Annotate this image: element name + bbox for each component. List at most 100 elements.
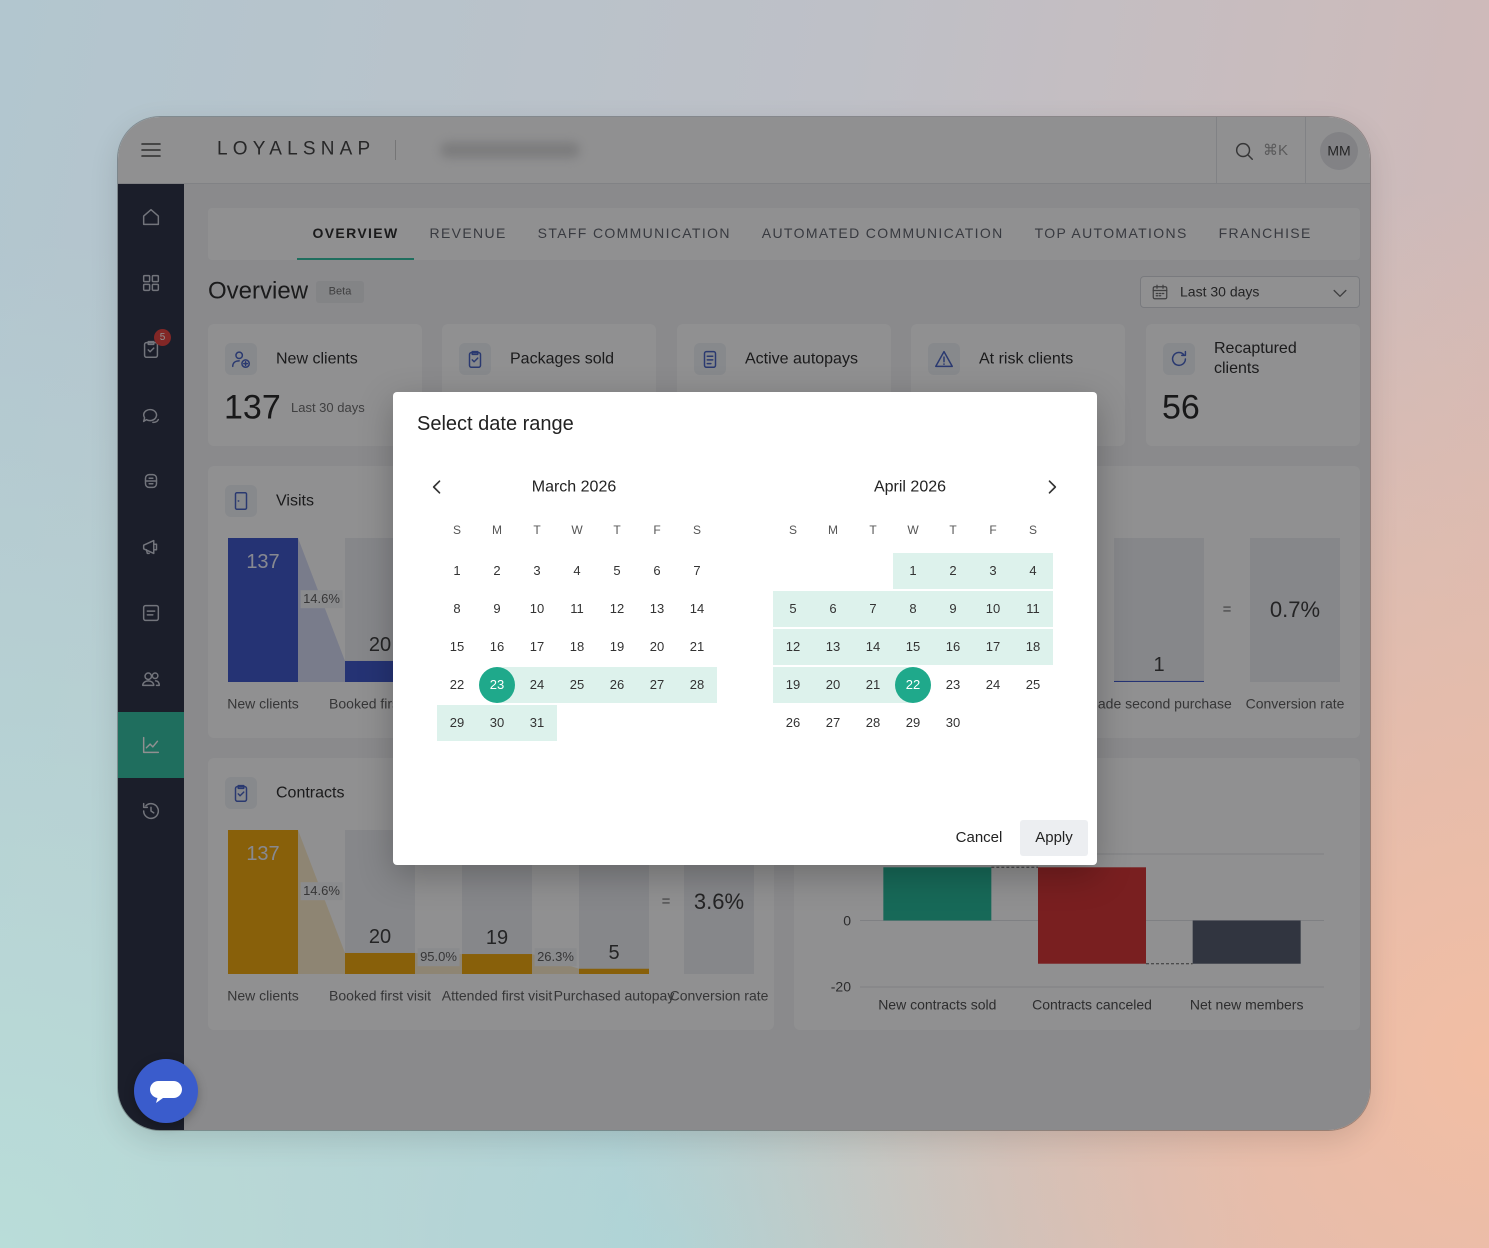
nav-reports[interactable] — [140, 734, 162, 756]
day[interactable]: 8 — [909, 601, 917, 617]
day[interactable]: 7 — [869, 601, 877, 617]
previous-month[interactable] — [427, 477, 447, 497]
day[interactable]: 11 — [1026, 601, 1040, 617]
day[interactable]: 20 — [649, 639, 665, 655]
day[interactable]: 27 — [649, 677, 665, 693]
day[interactable]: 30 — [945, 715, 961, 731]
tab[interactable]: REVENUE — [429, 225, 507, 241]
nav-notes[interactable] — [140, 602, 162, 624]
day[interactable]: 13 — [649, 601, 665, 617]
funnel-bar — [228, 538, 298, 682]
kpi-icon — [1171, 350, 1187, 367]
avatar[interactable]: MM — [1320, 132, 1358, 170]
day[interactable]: 12 — [785, 639, 801, 655]
apply-button[interactable]: Apply — [1020, 820, 1088, 856]
day[interactable]: 18 — [569, 639, 585, 655]
range-band — [813, 591, 853, 627]
nav-dashboard[interactable] — [140, 272, 162, 294]
day[interactable]: 28 — [865, 715, 881, 731]
day[interactable]: 29 — [905, 715, 921, 731]
day[interactable]: 3 — [533, 563, 541, 579]
day[interactable]: 27 — [825, 715, 841, 731]
month-title: April 2026 — [873, 478, 947, 496]
day[interactable]: 28 — [689, 677, 705, 693]
day[interactable]: 8 — [453, 601, 461, 617]
day[interactable]: 19 — [785, 677, 801, 693]
day[interactable]: 9 — [493, 601, 501, 617]
nav-dashboard-part — [142, 283, 151, 292]
day[interactable]: 24 — [985, 677, 1001, 693]
chat-icon-part — [156, 1096, 163, 1103]
day[interactable]: 4 — [573, 563, 581, 579]
nav-home[interactable] — [140, 206, 162, 228]
kpi-label: At risk clients — [979, 350, 1074, 368]
day[interactable]: 15 — [905, 639, 921, 655]
day[interactable]: 19 — [609, 639, 625, 655]
day[interactable]: 6 — [829, 601, 837, 617]
day[interactable]: 14 — [865, 639, 881, 655]
funnel-label: New clients — [227, 987, 299, 1004]
nav-clients[interactable] — [140, 668, 162, 690]
day[interactable]: 29 — [449, 715, 465, 731]
day[interactable]: 26 — [785, 715, 801, 731]
day[interactable]: 25 — [569, 677, 585, 693]
day[interactable]: 17 — [985, 639, 1001, 655]
day[interactable]: 16 — [489, 639, 505, 655]
date-filter[interactable] — [1140, 276, 1360, 308]
day[interactable]: 9 — [949, 601, 957, 617]
day[interactable]: 26 — [609, 677, 625, 693]
day[interactable]: 10 — [529, 601, 545, 617]
nav-history[interactable] — [140, 800, 162, 822]
day[interactable]: 22 — [905, 677, 921, 693]
day[interactable]: 21 — [689, 639, 705, 655]
search-button[interactable] — [1233, 140, 1255, 162]
day[interactable]: 2 — [949, 563, 957, 579]
day[interactable]: 14 — [689, 601, 705, 617]
day[interactable]: 5 — [613, 563, 621, 579]
day[interactable]: 11 — [570, 601, 584, 617]
nav-campaigns[interactable] — [140, 536, 162, 558]
day[interactable]: 21 — [865, 677, 881, 693]
day[interactable]: 2 — [493, 563, 501, 579]
kpi-icon — [935, 350, 953, 368]
day[interactable]: 20 — [825, 677, 841, 693]
kpi-icon-part — [243, 361, 249, 367]
day[interactable]: 1 — [909, 563, 917, 579]
day[interactable]: 17 — [529, 639, 545, 655]
tab[interactable]: AUTOMATED COMMUNICATION — [761, 225, 1004, 241]
tab[interactable]: TOP AUTOMATIONS — [1034, 225, 1188, 241]
day[interactable]: 24 — [529, 677, 545, 693]
nav-dashboard-part — [142, 274, 151, 283]
day[interactable]: 31 — [529, 715, 545, 731]
day[interactable]: 3 — [989, 563, 997, 579]
day[interactable]: 16 — [945, 639, 961, 655]
day[interactable]: 23 — [489, 677, 505, 693]
kpi-icon-part — [241, 359, 250, 368]
kpi-note: Last 30 days — [291, 400, 365, 416]
day[interactable]: 12 — [609, 601, 625, 617]
nav-tasks[interactable] — [140, 338, 162, 360]
date-filter-chevron-part — [1333, 289, 1347, 297]
tab[interactable]: OVERVIEW — [297, 208, 415, 260]
day[interactable]: 22 — [449, 677, 465, 693]
nav-messages[interactable] — [140, 404, 162, 426]
day[interactable]: 25 — [1025, 677, 1041, 693]
day[interactable]: 13 — [825, 639, 841, 655]
day[interactable]: 5 — [789, 601, 797, 617]
day[interactable]: 1 — [453, 563, 461, 579]
conversion-label: Conversion rate — [1245, 695, 1345, 712]
day[interactable]: 4 — [1029, 563, 1037, 579]
tab[interactable]: STAFF COMMUNICATION — [537, 225, 731, 241]
menu-button[interactable] — [139, 138, 163, 162]
day[interactable]: 30 — [489, 715, 505, 731]
day[interactable]: 10 — [985, 601, 1001, 617]
day[interactable]: 23 — [945, 677, 961, 693]
nav-automations[interactable] — [140, 470, 162, 492]
next-month[interactable] — [1042, 477, 1062, 497]
day[interactable]: 7 — [693, 563, 701, 579]
day[interactable]: 6 — [653, 563, 661, 579]
day[interactable]: 18 — [1025, 639, 1041, 655]
tab[interactable]: FRANCHISE — [1218, 225, 1312, 241]
cancel-button[interactable]: Cancel — [955, 829, 1003, 846]
day[interactable]: 15 — [449, 639, 465, 655]
